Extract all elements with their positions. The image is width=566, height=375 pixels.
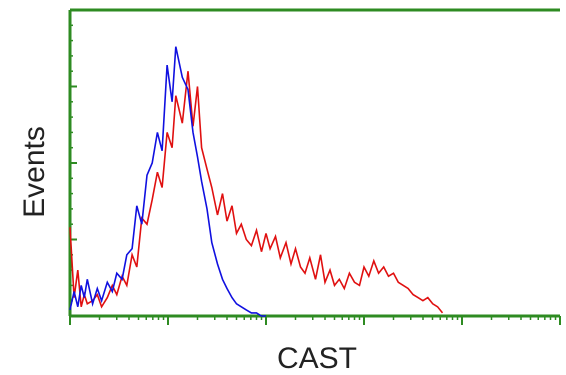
series-line-1 (69, 71, 444, 314)
series-line-2 (69, 46, 266, 317)
x-axis-label: CAST (277, 342, 357, 375)
series-layer (69, 46, 444, 317)
plot-axes (68, 8, 561, 325)
y-axis-label: Events (18, 126, 51, 218)
